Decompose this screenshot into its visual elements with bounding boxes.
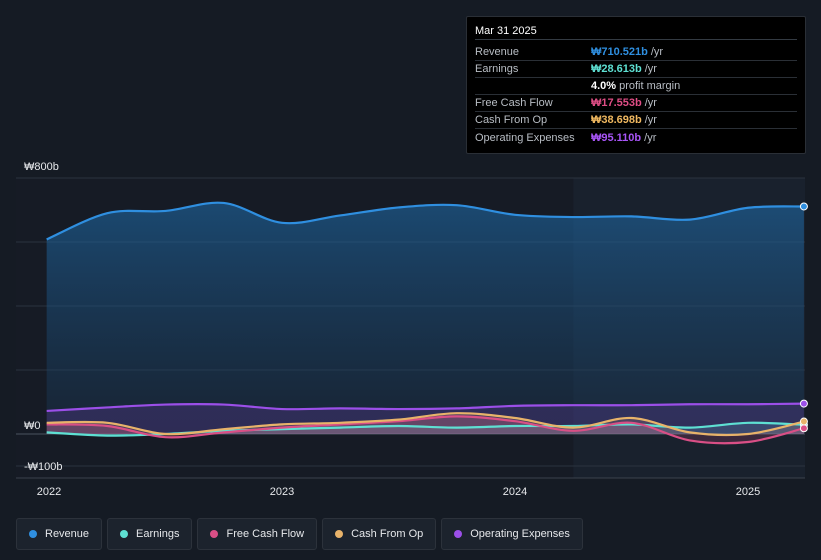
series-line-free-cash-flow bbox=[46, 415, 805, 445]
y-tick-label: -₩100b bbox=[24, 461, 63, 473]
tooltip-label: Revenue bbox=[475, 46, 520, 58]
tooltip-value: ₩28.613b bbox=[591, 63, 642, 75]
tooltip-value: ₩38.698b bbox=[591, 114, 642, 126]
legend: Revenue Earnings Free Cash Flow Cash Fro… bbox=[16, 518, 583, 550]
tooltip-unit: /yr bbox=[644, 97, 657, 109]
tooltip-unit: /yr bbox=[644, 63, 657, 75]
tooltip-label: Cash From Op bbox=[475, 114, 548, 126]
series-endpoint-revenue bbox=[799, 202, 808, 211]
x-tick-label: 2025 bbox=[736, 486, 760, 498]
x-tick-label: 2022 bbox=[37, 486, 61, 498]
legend-label: Revenue bbox=[45, 528, 90, 540]
tooltip-row-free-cash-flow: Free Cash Flow ₩17.553b /yr bbox=[475, 95, 797, 112]
legend-dot-icon bbox=[210, 530, 219, 538]
series-area-revenue bbox=[46, 202, 804, 434]
tooltip-unit: /yr bbox=[644, 131, 657, 144]
tooltip-label: Operating Expenses bbox=[475, 131, 575, 144]
series-line-cash-from-op bbox=[46, 412, 805, 437]
tooltip-label: Earnings bbox=[475, 63, 519, 75]
x-tick-label: 2023 bbox=[270, 486, 294, 498]
legend-item-earnings[interactable]: Earnings bbox=[107, 518, 193, 550]
legend-dot-icon bbox=[335, 530, 344, 538]
tooltip-unit: /yr bbox=[650, 46, 664, 58]
series-line-operating-expenses bbox=[46, 402, 804, 413]
tooltip-value: ₩710.521b bbox=[591, 46, 648, 58]
chart: ₩800b ₩0 -₩100b 2022 2023 2024 2025 bbox=[16, 161, 808, 498]
series-endpoint-free-cash-flow bbox=[799, 424, 808, 433]
series-endpoint-operating-expenses bbox=[799, 399, 808, 408]
tooltip-label: Free Cash Flow bbox=[475, 97, 553, 109]
y-tick-label: ₩0 bbox=[24, 420, 41, 432]
legend-dot-icon bbox=[29, 530, 37, 538]
tooltip-value: ₩95.110b bbox=[591, 131, 642, 144]
tooltip-row-cash-from-op: Cash From Op ₩38.698b /yr bbox=[475, 112, 797, 129]
legend-dot-icon bbox=[454, 530, 463, 538]
legend-label: Cash From Op bbox=[351, 528, 424, 540]
tooltip-value: ₩17.553b bbox=[591, 97, 642, 109]
tooltip: Mar 31 2025 Revenue ₩710.521b /yr Earnin… bbox=[466, 16, 806, 154]
legend-item-cash-from-op[interactable]: Cash From Op bbox=[322, 518, 437, 550]
y-tick-label: ₩800b bbox=[24, 161, 59, 173]
series-area-free-cash-flow bbox=[46, 416, 804, 444]
tooltip-row-earnings: Earnings ₩28.613b /yr bbox=[475, 61, 797, 78]
series-endpoint-cash-from-op bbox=[799, 417, 808, 426]
tooltip-date: Mar 31 2025 bbox=[475, 25, 797, 40]
tooltip-row-operating-expenses: Operating Expenses ₩95.110b /yr bbox=[475, 129, 797, 146]
legend-label: Earnings bbox=[136, 528, 180, 540]
tooltip-unit: /yr bbox=[644, 114, 657, 126]
tooltip-row-revenue: Revenue ₩710.521b /yr bbox=[475, 44, 797, 61]
series-line-revenue bbox=[46, 201, 804, 241]
tooltip-row-profit-margin: 4.0% profit margin bbox=[475, 78, 797, 95]
legend-dot-icon bbox=[120, 530, 129, 538]
legend-item-revenue[interactable]: Revenue bbox=[16, 518, 103, 550]
x-tick-label: 2024 bbox=[503, 486, 527, 498]
legend-label: Free Cash Flow bbox=[226, 528, 305, 540]
legend-label: Operating Expenses bbox=[470, 528, 570, 540]
tooltip-unit: profit margin bbox=[619, 80, 681, 92]
legend-item-free-cash-flow[interactable]: Free Cash Flow bbox=[197, 518, 318, 550]
legend-item-operating-expenses[interactable]: Operating Expenses bbox=[441, 518, 583, 550]
tooltip-value: 4.0% bbox=[591, 80, 617, 92]
